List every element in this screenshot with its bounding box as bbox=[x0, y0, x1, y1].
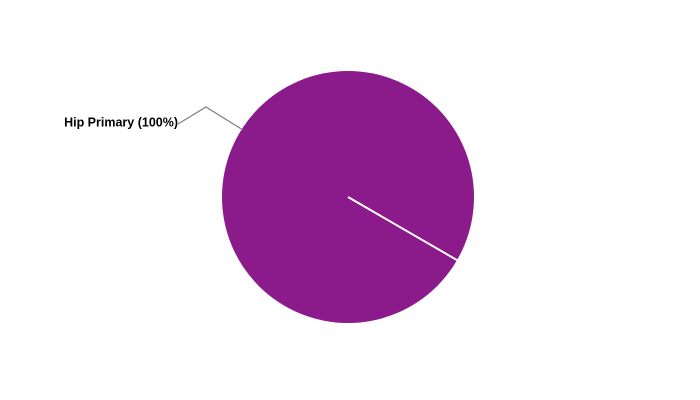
slice-divider-line bbox=[347, 196, 463, 264]
leader-line-hip-primary bbox=[177, 106, 244, 131]
pie-slice-label-hip-primary: Hip Primary (100%) bbox=[64, 115, 178, 129]
